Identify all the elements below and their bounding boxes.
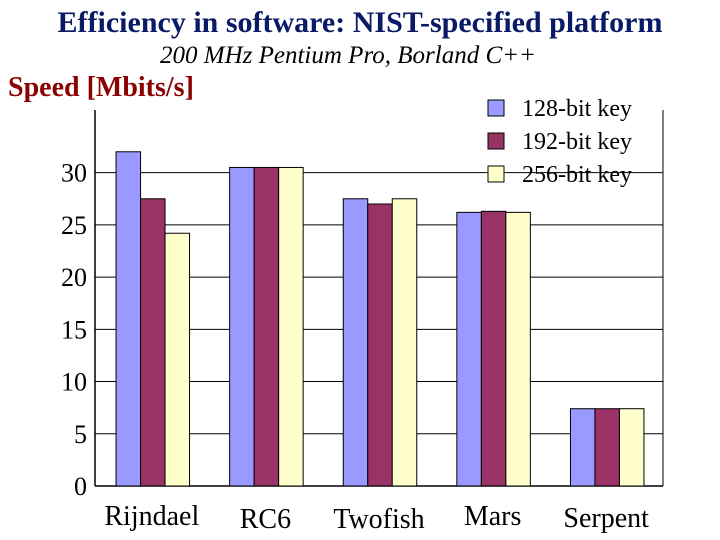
y-tick-label-10: 10 — [61, 368, 87, 397]
y-tick-label-25: 25 — [61, 211, 87, 240]
bar-twofish-128-bit-key — [342, 198, 369, 487]
chart-subtitle: 200 MHz Pentium Pro, Borland C++ — [160, 42, 536, 69]
x-category-label-rc6: RC6 — [240, 504, 291, 535]
legend-swatch-128-bit-key — [487, 99, 505, 117]
bar-rc6-128-bit-key — [229, 166, 255, 487]
bar-rc6-256-bit-key — [278, 166, 304, 487]
x-category-label-mars: Mars — [464, 501, 522, 532]
bar-rijndael-192-bit-key — [140, 198, 166, 487]
bar-mars-192-bit-key — [480, 210, 507, 487]
bar-serpent-128-bit-key — [569, 408, 596, 487]
y-tick-label-20: 20 — [61, 263, 87, 292]
legend-swatch-192-bit-key — [487, 132, 505, 150]
y-tick-label-15: 15 — [61, 315, 87, 344]
bar-mars-128-bit-key — [456, 211, 482, 487]
bar-rijndael-128-bit-key — [115, 151, 142, 487]
x-category-label-twofish: Twofish — [333, 504, 424, 535]
bar-twofish-192-bit-key — [367, 203, 393, 487]
bar-mars-256-bit-key — [505, 211, 531, 487]
y-tick-label-0: 0 — [74, 472, 87, 501]
legend-label-128-bit-key: 128-bit key — [522, 96, 632, 122]
chart-title: Efficiency in software: NIST-specified p… — [57, 6, 663, 39]
legend-swatch-256-bit-key — [487, 165, 505, 183]
bar-rijndael-256-bit-key — [164, 232, 191, 487]
y-tick-label-30: 30 — [61, 159, 87, 188]
x-category-label-rijndael: Rijndael — [104, 501, 199, 532]
bar-twofish-256-bit-key — [391, 198, 418, 487]
legend-label-256-bit-key: 256-bit key — [522, 162, 632, 188]
x-category-label-serpent: Serpent — [563, 503, 649, 534]
bar-rc6-192-bit-key — [253, 166, 280, 487]
y-axis-label: Speed [Mbits/s] — [8, 72, 194, 103]
bar-serpent-256-bit-key — [618, 408, 645, 487]
y-tick-label-5: 5 — [74, 420, 87, 449]
bar-serpent-192-bit-key — [594, 408, 620, 487]
legend-label-192-bit-key: 192-bit key — [522, 129, 632, 155]
